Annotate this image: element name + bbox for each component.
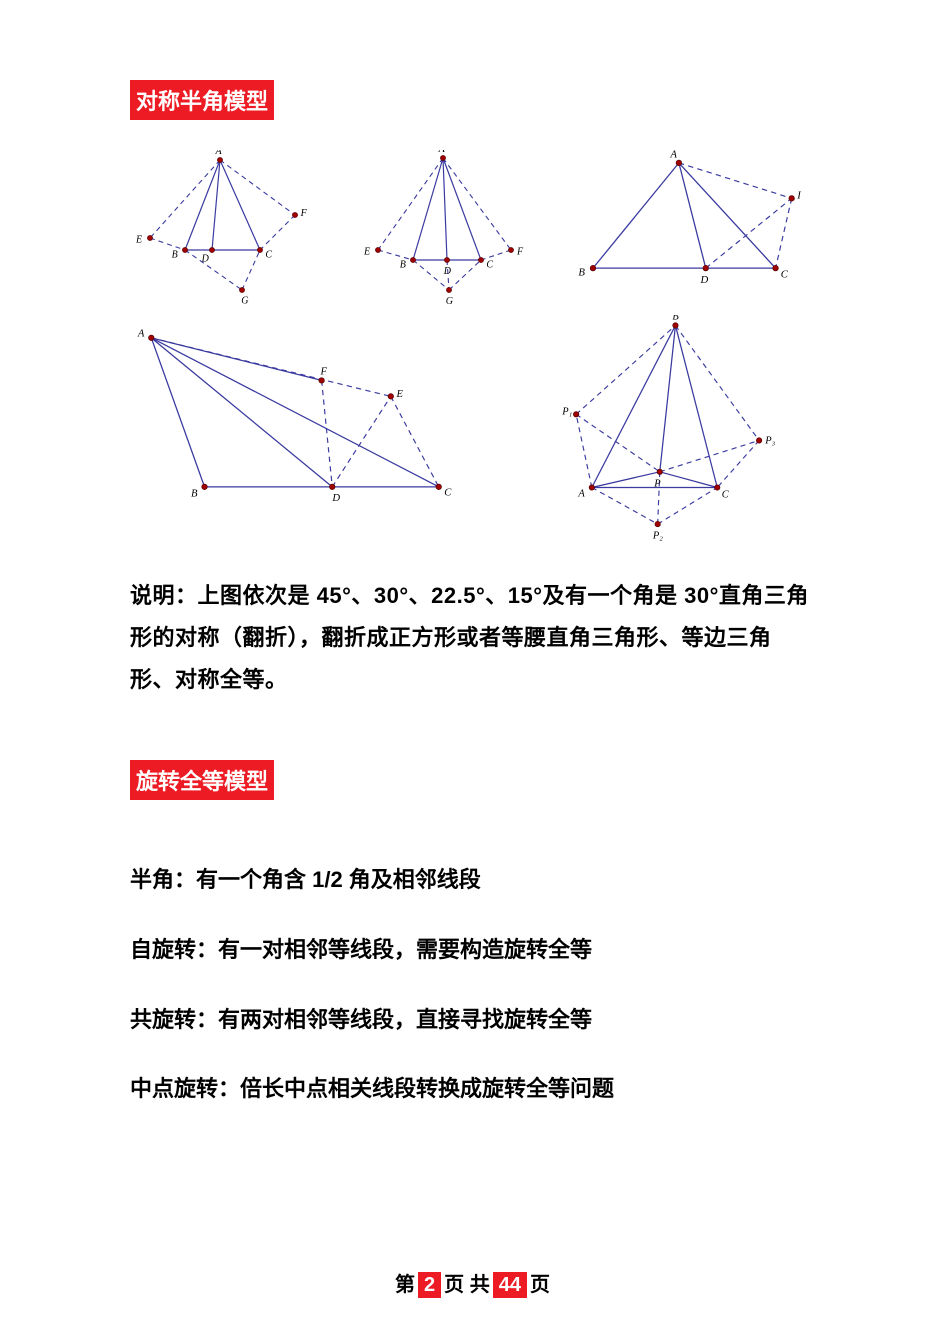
svg-text:B: B [673, 315, 680, 322]
section1-badge: 对称半角模型 [130, 80, 274, 120]
def-co-rotation: 共旋转：有两对相邻等线段，直接寻找旋转全等 [130, 1000, 815, 1040]
def-midpoint-rotation: 中点旋转：倍长中点相关线段转换成旋转全等问题 [130, 1069, 815, 1109]
footer-suffix: 页 [530, 1274, 550, 1296]
diagram-5: B A C P P₁ P₂ P₃ [530, 315, 815, 545]
svg-text:B: B [191, 488, 198, 499]
svg-text:E: E [135, 234, 142, 245]
svg-text:A: A [578, 489, 586, 500]
svg-text:F: F [515, 246, 523, 257]
svg-text:E: E [395, 389, 403, 400]
svg-text:A: A [437, 150, 445, 155]
svg-text:B: B [578, 267, 585, 279]
def-half-angle: 半角：有一个角含 1/2 角及相邻线段 [130, 860, 815, 900]
footer-mid: 页 共 [444, 1274, 490, 1296]
svg-text:C: C [486, 260, 493, 271]
svg-text:C: C [781, 268, 789, 280]
section2-badge: 旋转全等模型 [130, 760, 274, 800]
diagram-row-2: A B C D F E B A C P P₁ P₂ P₃ [130, 315, 815, 545]
diagram-3: A B C D I [575, 150, 815, 295]
svg-text:B: B [172, 249, 178, 260]
section1-explanation: 说明：上图依次是 45°、30°、22.5°、15°及有一个角是 30°直角三角… [130, 575, 815, 700]
svg-text:D: D [442, 266, 451, 277]
diagram-2: A B C D E F G [353, 150, 546, 305]
svg-text:F: F [319, 366, 327, 377]
svg-text:B: B [399, 260, 405, 271]
svg-text:D: D [331, 493, 340, 504]
def-self-rotation: 自旋转：有一对相邻等线段，需要构造旋转全等 [130, 930, 815, 970]
svg-text:P₃: P₃ [765, 436, 776, 447]
svg-text:G: G [241, 295, 248, 305]
footer-total-pages: 44 [493, 1272, 527, 1298]
svg-text:A: A [215, 150, 223, 157]
svg-text:P: P [654, 478, 662, 489]
svg-text:D: D [201, 254, 210, 265]
footer-prefix: 第 [395, 1274, 415, 1296]
section2-definitions: 半角：有一个角含 1/2 角及相邻线段 自旋转：有一对相邻等线段，需要构造旋转全… [130, 860, 815, 1108]
diagram-4: A B C D F E [130, 315, 500, 515]
svg-text:D: D [699, 274, 708, 286]
footer-current-page: 2 [418, 1272, 441, 1298]
page-footer: 第2页 共44页 [0, 1268, 945, 1297]
svg-text:A: A [669, 150, 677, 160]
diagram-1: A B C D E F G [130, 150, 323, 305]
svg-text:A: A [137, 329, 145, 340]
svg-text:E: E [363, 246, 370, 257]
svg-text:C: C [444, 487, 452, 498]
diagram-row-1: A B C D E F G A B C D E F G A B C D I [130, 150, 815, 305]
svg-text:C: C [265, 250, 272, 261]
svg-text:P₂: P₂ [652, 531, 663, 542]
svg-text:C: C [722, 490, 730, 501]
svg-text:P₁: P₁ [562, 406, 573, 417]
svg-text:I: I [796, 189, 801, 201]
svg-text:F: F [300, 208, 308, 219]
svg-text:G: G [445, 296, 452, 305]
